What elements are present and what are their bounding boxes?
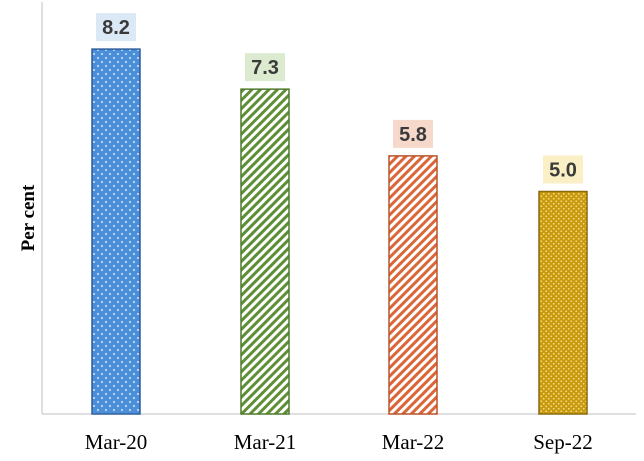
bars-group [91, 48, 588, 415]
bar-mar-21 [240, 88, 290, 415]
data-label-bg-mar-22 [393, 119, 433, 148]
data-label-mar-20: 8.2 [102, 17, 130, 39]
bar-sep-22 [538, 190, 588, 415]
bar-mar-22 [388, 155, 438, 415]
data-label-bg-sep-22 [543, 155, 583, 184]
y-axis-label: Per cent [18, 184, 39, 251]
x-tick-mar-21: Mar-21 [234, 430, 297, 454]
bar-mar-20 [91, 48, 141, 415]
data-label-mar-21: 7.3 [251, 57, 279, 79]
data-labels-group: 8.2 7.3 5.8 5.0 [96, 13, 583, 184]
data-label-bg-mar-20 [96, 13, 136, 42]
x-tick-mar-20: Mar-20 [85, 430, 148, 454]
data-label-sep-22: 5.0 [549, 160, 577, 182]
data-label-mar-22: 5.8 [399, 124, 427, 146]
axes [41, 2, 636, 415]
x-tick-sep-22: Sep-22 [533, 430, 593, 454]
x-tick-labels: Mar-20 Mar-21 Mar-22 Sep-22 [85, 430, 593, 454]
x-tick-mar-22: Mar-22 [382, 430, 445, 454]
data-label-bg-mar-21 [245, 53, 285, 82]
